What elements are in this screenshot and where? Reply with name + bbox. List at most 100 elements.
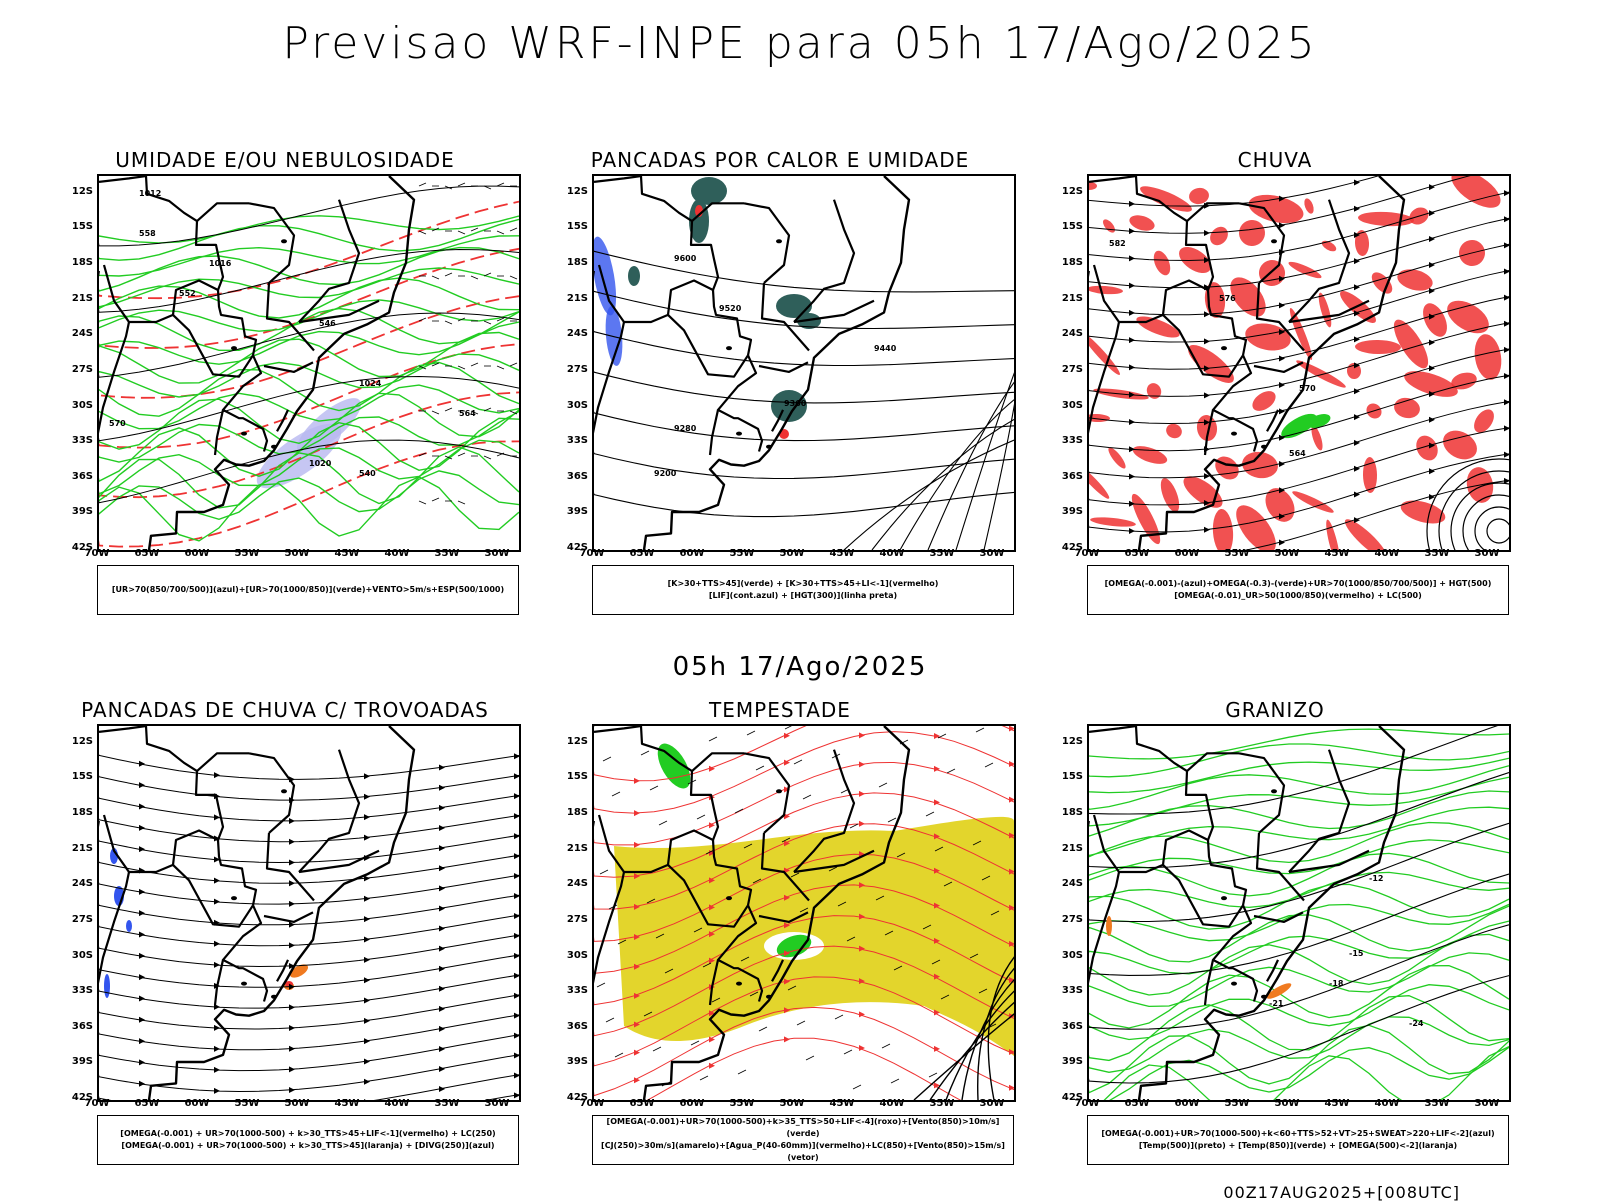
lat-tick-label: 12S (1061, 735, 1083, 747)
lon-tick-label: 60W (1174, 1098, 1200, 1109)
contour-label: -15 (1349, 949, 1364, 958)
panel-title: GRANIZO (1225, 698, 1325, 722)
lat-tick-label: 21S (566, 842, 588, 854)
lon-tick-label: 55W (1224, 548, 1250, 559)
lon-tick-label: 65W (134, 548, 160, 559)
panel-legend: [OMEGA(-0.001) + UR>70(1000-500) + k>30_… (97, 1115, 519, 1165)
contour-label: 1024 (359, 379, 382, 388)
lat-tick-label: 18S (566, 807, 588, 819)
map-svg (99, 726, 519, 1100)
lat-tick-label: 42S (1061, 1092, 1083, 1103)
lon-tick-label: 60W (1174, 548, 1200, 559)
contour-label: 564 (459, 409, 476, 418)
lon-tick-label: 55W (1224, 1098, 1250, 1109)
lon-tick-label: 60W (184, 1098, 210, 1109)
lon-tick-label: 45W (1324, 548, 1350, 559)
contour-label: -21 (1269, 999, 1284, 1008)
lat-tick-label: 27S (1061, 363, 1083, 375)
contour-label: -12 (1369, 874, 1383, 883)
lat-tick-label: 12S (1061, 185, 1083, 197)
lon-tick-label: 45W (829, 548, 855, 559)
lon-tick-label: 45W (1324, 1098, 1350, 1109)
map-granizo[interactable]: -12 -15 -18 -21 -24 (1087, 724, 1511, 1102)
lat-tick-label: 42S (566, 542, 588, 553)
panel-legend: [OMEGA(-0.001)-(azul)+OMEGA(-0.3)-(verde… (1087, 565, 1509, 615)
lon-tick-label: 35W (929, 548, 955, 559)
panel-chuva: CHUVA 582 576 570 564 [OMEGA(-0.001)-(azul)… (1035, 148, 1515, 618)
contour-label: 9600 (674, 254, 697, 263)
lon-tick-label: 55W (729, 1098, 755, 1109)
contour-label: 1016 (209, 259, 232, 268)
lon-tick-label: 70W (84, 548, 110, 559)
lat-tick-label: 30S (71, 949, 93, 961)
lat-tick-label: 21S (1061, 842, 1083, 854)
contour-label: 9440 (874, 344, 897, 353)
lon-tick-label: 50W (779, 548, 805, 559)
lat-tick-label: 42S (71, 542, 93, 553)
lon-tick-label: 70W (579, 548, 605, 559)
lat-tick-label: 30S (1061, 399, 1083, 411)
lat-tick-label: 30S (566, 949, 588, 961)
map-chuva[interactable]: 582 576 570 564 (1087, 174, 1511, 552)
lat-tick-label: 12S (566, 185, 588, 197)
map-pancadas-trovoadas[interactable] (97, 724, 521, 1102)
legend-line: [K>30+TTS>45](verde) + [K>30+TTS>45+LI<-… (667, 579, 939, 588)
map-svg: 1012 1016 1020 1024 570 564 558 552 546 540 (99, 176, 519, 550)
lon-tick-label: 65W (629, 1098, 655, 1109)
lon-tick-label: 65W (629, 548, 655, 559)
lat-tick-label: 18S (1061, 807, 1083, 819)
lon-tick-label: 55W (234, 1098, 260, 1109)
contour-label: 558 (139, 229, 156, 238)
contour-label: 576 (1219, 294, 1236, 303)
legend-line: [OMEGA(-0.001) + UR>70(1000-500) + k>30_… (120, 1129, 496, 1138)
panel-legend: [UR>70(850/700/500)](azul)+[UR>70(1000/8… (97, 565, 519, 615)
lat-tick-label: 12S (566, 735, 588, 747)
lat-tick-label: 15S (1061, 221, 1083, 233)
lon-tick-label: 65W (1124, 1098, 1150, 1109)
lat-tick-label: 15S (566, 771, 588, 783)
contour-label: 9200 (654, 469, 677, 478)
map-umidade[interactable]: 1012 1016 1020 1024 570 564 558 552 546 540 (97, 174, 521, 552)
lat-tick-label: 30S (71, 399, 93, 411)
lat-tick-label: 36S (566, 1020, 588, 1032)
lat-tick-label: 15S (1061, 771, 1083, 783)
map-pancadas-calor[interactable]: 9600 9520 9440 9360 9280 9200 (592, 174, 1016, 552)
lat-tick-label: 39S (1061, 506, 1083, 518)
lon-tick-label: 50W (284, 1098, 310, 1109)
lat-tick-label: 33S (71, 435, 93, 447)
legend-line: [OMEGA(-0.001)+UR>70(1000-500)+k<60+TTS>… (1101, 1129, 1495, 1138)
lat-tick-label: 27S (71, 913, 93, 925)
lat-tick-label: 12S (71, 185, 93, 197)
lat-tick-label: 24S (71, 328, 93, 340)
panel-tempestade: TEMPESTADE [OMEGA(-0.001)+UR>70(1000-500… (540, 698, 1020, 1168)
lon-tick-label: 65W (1124, 548, 1150, 559)
panel-title: UMIDADE E/OU NEBULOSIDADE (115, 148, 455, 172)
lon-tick-label: 40W (384, 1098, 410, 1109)
lat-tick-label: 39S (566, 1056, 588, 1068)
contour-label: -18 (1329, 979, 1344, 988)
lon-tick-label: 70W (579, 1098, 605, 1109)
lon-tick-label: 55W (729, 548, 755, 559)
lon-tick-label: 40W (384, 548, 410, 559)
lat-tick-label: 36S (71, 1020, 93, 1032)
lat-tick-label: 42S (566, 1092, 588, 1103)
lon-tick-label: 60W (184, 548, 210, 559)
lat-tick-label: 24S (566, 878, 588, 890)
valid-time-subtitle: 05h 17/Ago/2025 (672, 652, 928, 682)
map-tempestade[interactable] (592, 724, 1016, 1102)
lat-tick-label: 24S (1061, 878, 1083, 890)
lat-tick-label: 18S (1061, 257, 1083, 269)
legend-line: [LIF](cont.azul) + [HGT(300)](linha pret… (708, 591, 898, 600)
panel-title: PANCADAS POR CALOR E UMIDADE (590, 148, 970, 172)
legend-line: [OMEGA(-0.001) + UR>70(1000-500) + k>30_… (121, 1141, 495, 1150)
lat-tick-label: 18S (71, 257, 93, 269)
lat-tick-label: 42S (1061, 542, 1083, 553)
lat-tick-label: 27S (1061, 913, 1083, 925)
lat-tick-label: 42S (71, 1092, 93, 1103)
panel-pancadas-calor: PANCADAS POR CALOR E UMIDADE 9600 9520 944… (540, 148, 1020, 618)
contour-label: 552 (179, 289, 196, 298)
contour-label: 582 (1109, 239, 1126, 248)
lat-tick-label: 27S (71, 363, 93, 375)
lat-tick-label: 15S (71, 221, 93, 233)
lon-tick-label: 55W (234, 548, 260, 559)
